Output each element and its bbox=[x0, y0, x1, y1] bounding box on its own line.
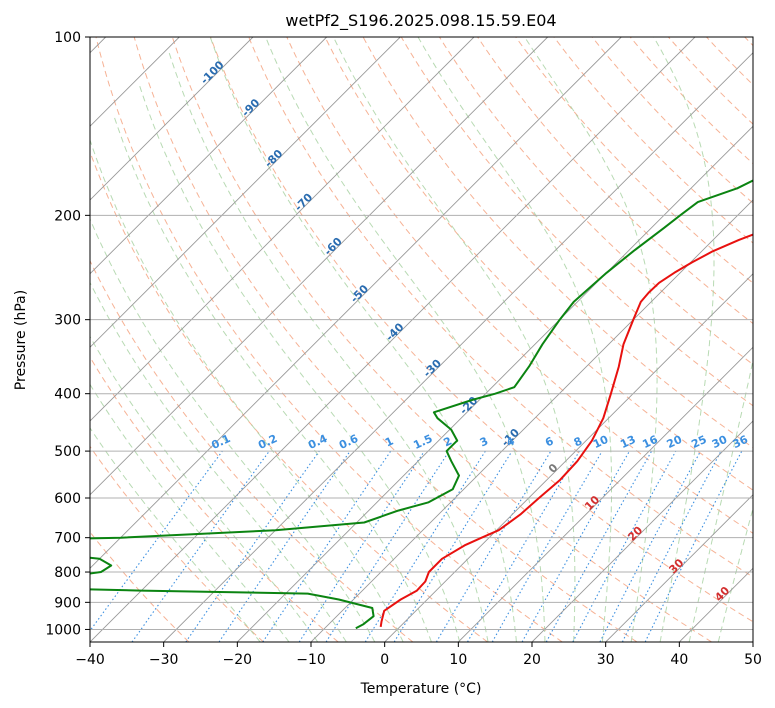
mixing-ratio-line bbox=[393, 450, 513, 642]
mixing-ratio-line bbox=[572, 450, 677, 642]
isotherm-line bbox=[90, 37, 254, 201]
isotherm-line bbox=[531, 420, 753, 642]
x-tick-label: 30 bbox=[597, 652, 615, 668]
moist-adiabat-line bbox=[417, 37, 612, 642]
mixing-ratio-line bbox=[325, 450, 450, 642]
mixing-ratio-lines bbox=[90, 450, 743, 642]
dry-adiabat-line bbox=[90, 259, 414, 642]
y-tick-label: 400 bbox=[54, 387, 81, 403]
dry-adiabat-line bbox=[591, 37, 753, 204]
chart-title: wetPf2_S196.2025.098.15.59.E04 bbox=[285, 11, 556, 31]
x-tick-label: 10 bbox=[449, 652, 467, 668]
mixing-ratio-label: 36 bbox=[731, 433, 751, 451]
x-axis-ticks: −40 −30 −20 −10 0 10 20 30 40 50 bbox=[75, 642, 762, 668]
dry-adiabat-line bbox=[515, 37, 753, 284]
y-axis-label: Pressure (hPa) bbox=[13, 290, 29, 390]
moist-adiabats bbox=[90, 37, 753, 642]
sounding-profiles bbox=[90, 179, 753, 630]
x-axis-label: Temperature (°C) bbox=[360, 681, 482, 697]
moist-adiabat-line bbox=[112, 114, 432, 642]
isotherm-line bbox=[457, 346, 753, 642]
isotherm-line bbox=[310, 199, 753, 642]
x-tick-label: −20 bbox=[223, 652, 253, 668]
dry-adiabat-line bbox=[248, 37, 753, 578]
moist-adiabat-line bbox=[167, 49, 489, 642]
moist-adiabat-line bbox=[90, 281, 347, 642]
y-axis-ticks: 100 200 300 400 500 600 700 800 900 1000 bbox=[45, 30, 90, 638]
y-tick-label: 600 bbox=[54, 491, 81, 507]
x-tick-label: 20 bbox=[523, 652, 541, 668]
moist-adiabat-line bbox=[524, 37, 658, 642]
y-tick-label: 300 bbox=[54, 313, 81, 329]
y-tick-label: 200 bbox=[54, 208, 81, 224]
isotherm-line bbox=[90, 37, 328, 275]
y-tick-label: 1000 bbox=[45, 622, 81, 638]
y-tick-label: 700 bbox=[54, 531, 81, 547]
x-tick-label: 50 bbox=[744, 652, 762, 668]
isotherms bbox=[90, 37, 753, 642]
isotherm-line bbox=[163, 52, 753, 642]
mixing-ratio-label: 13 bbox=[618, 433, 637, 451]
moist-adiabat-line bbox=[138, 83, 461, 642]
dry-adiabat-line bbox=[171, 37, 712, 642]
moist-adiabat-line bbox=[717, 506, 753, 642]
x-tick-label: −10 bbox=[296, 652, 326, 668]
pressure-gridlines bbox=[90, 37, 753, 630]
x-tick-label: 0 bbox=[380, 652, 389, 668]
mixing-ratio-line bbox=[90, 450, 223, 632]
dry-adiabat-line bbox=[95, 37, 563, 642]
isotherm-line bbox=[90, 37, 475, 422]
moist-adiabat-line bbox=[209, 37, 517, 642]
mixing-ratio-label: 25 bbox=[689, 433, 708, 451]
mixing-ratio-line bbox=[218, 450, 351, 642]
dry-adiabat-line bbox=[90, 445, 264, 642]
isotherm-line bbox=[236, 125, 753, 642]
mixing-ratio-line bbox=[131, 450, 270, 642]
isotherm-line bbox=[90, 37, 401, 348]
isotherm-line bbox=[90, 37, 622, 569]
moist-adiabat-line bbox=[90, 427, 261, 642]
dry-adiabat-line bbox=[400, 37, 753, 407]
moist-adiabat-line bbox=[265, 37, 546, 642]
y-tick-label: 100 bbox=[54, 30, 81, 46]
moist-adiabat-line bbox=[332, 37, 576, 642]
plot-area: -100-90-80-70-60-50-40-30-20-10 0.1 0.2 0.… bbox=[90, 37, 753, 642]
x-tick-label: −30 bbox=[149, 652, 179, 668]
isotherm-line bbox=[90, 37, 549, 496]
dry-adiabat-line bbox=[133, 37, 638, 642]
y-tick-label: 500 bbox=[54, 444, 81, 460]
mixing-ratio-line bbox=[185, 450, 320, 642]
moist-adiabat-line bbox=[90, 383, 290, 642]
x-tick-label: 40 bbox=[670, 652, 688, 668]
dewpoint-profile bbox=[90, 179, 753, 630]
x-tick-label: −40 bbox=[75, 652, 105, 668]
mixing-ratio-label: 30 bbox=[710, 433, 730, 451]
mixing-ratio-label: 16 bbox=[640, 433, 660, 451]
y-tick-label: 900 bbox=[54, 595, 81, 611]
mixing-ratio-line bbox=[491, 450, 603, 642]
isotherm-line bbox=[90, 37, 696, 642]
dry-adiabat-line bbox=[477, 37, 753, 325]
dry-adiabat-line bbox=[324, 37, 753, 491]
dry-adiabat-line bbox=[210, 37, 753, 623]
mixing-ratio-label: 10 bbox=[591, 433, 611, 451]
isotherm-line bbox=[605, 494, 753, 642]
temperature-profile bbox=[379, 233, 753, 628]
isotherm-line bbox=[384, 273, 753, 642]
mixing-ratio-line bbox=[521, 450, 630, 642]
moist-adiabat-line bbox=[653, 37, 715, 642]
plot-frame bbox=[89, 36, 754, 643]
mixing-ratio-line bbox=[435, 450, 552, 642]
moist-adiabat-line bbox=[688, 358, 753, 642]
dry-adiabat-line bbox=[629, 37, 753, 165]
mixing-ratio-label: 20 bbox=[665, 433, 685, 451]
mixing-ratio-line bbox=[467, 450, 580, 642]
y-tick-label: 800 bbox=[54, 565, 81, 581]
mixing-ratio-labels: 0.1 0.2 0.4 0.6 1 1.5 2 3 4 6 8 10 13 16 20 25 30 36 bbox=[209, 432, 750, 452]
